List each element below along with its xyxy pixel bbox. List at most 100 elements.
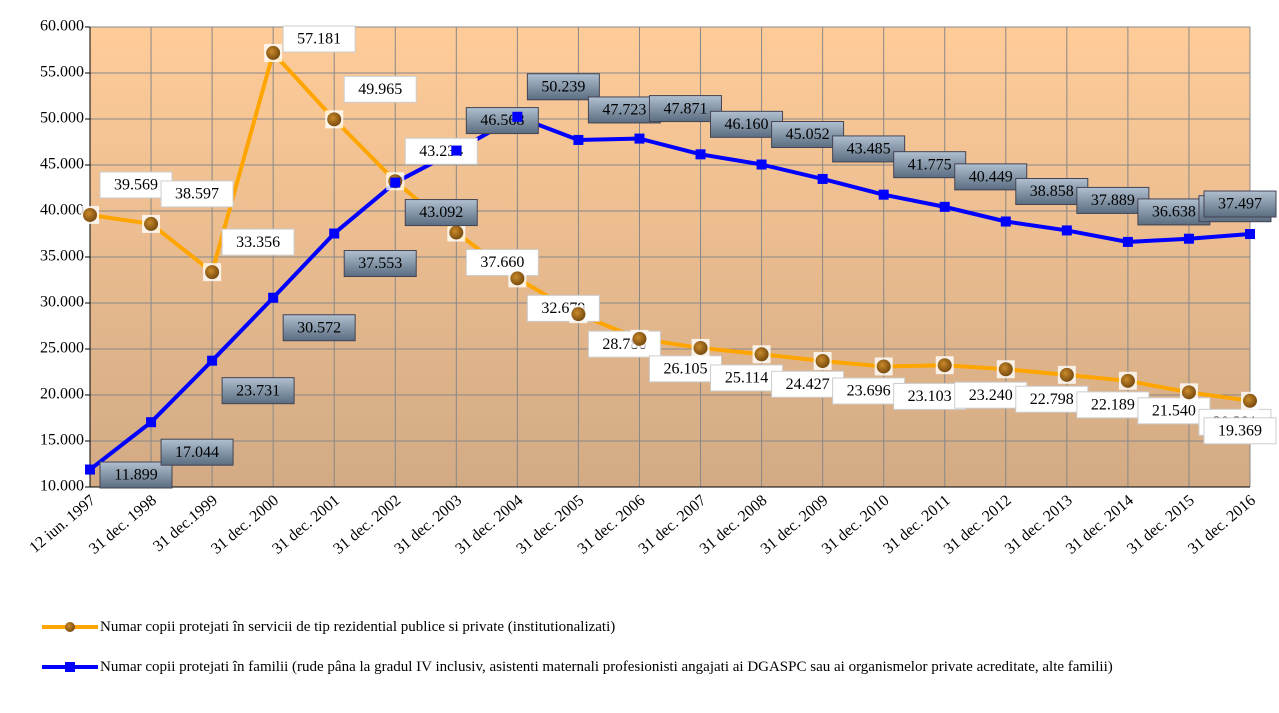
data-label: 25.114 xyxy=(725,370,768,387)
data-label: 41.775 xyxy=(908,156,952,173)
marker xyxy=(327,112,342,127)
label-box xyxy=(221,377,295,405)
data-label: 47.871 xyxy=(663,100,707,117)
marker xyxy=(451,145,462,156)
marker xyxy=(876,359,891,374)
marker xyxy=(449,225,464,240)
legend-swatch xyxy=(42,662,98,672)
label-box xyxy=(832,377,906,405)
y-tick-label: 35.000 xyxy=(40,248,84,265)
legend-label: Numar copii protejati în servicii de tip… xyxy=(100,619,616,635)
x-tick-label: 31 dec. 1998 xyxy=(86,492,160,558)
y-tick-label: 20.000 xyxy=(40,386,84,403)
label-box xyxy=(282,25,356,53)
marker xyxy=(1243,393,1257,408)
data-label: 37.497 xyxy=(1218,196,1262,213)
legend-item: Numar copii protejati în familii (rude p… xyxy=(40,658,1260,676)
label-box xyxy=(1015,385,1089,413)
label-box xyxy=(465,107,539,135)
x-tick-label: 31 dec. 2010 xyxy=(819,492,893,558)
label-box xyxy=(160,438,234,466)
label-box xyxy=(282,314,356,342)
data-label: 33.356 xyxy=(236,234,280,251)
data-label: 21.540 xyxy=(1152,403,1196,420)
y-tick-label: 10.000 xyxy=(40,478,84,495)
marker xyxy=(937,358,952,373)
data-label: 36.638 xyxy=(1152,204,1196,221)
data-label: 40.449 xyxy=(969,169,1013,186)
label-box xyxy=(587,96,661,124)
data-label: 39.569 xyxy=(114,177,158,194)
label-box xyxy=(404,137,478,165)
data-label: 38.858 xyxy=(1030,183,1074,200)
marker xyxy=(85,464,95,475)
data-label: 43.485 xyxy=(847,141,891,158)
y-tick-label: 50.000 xyxy=(40,110,84,127)
label-box xyxy=(221,228,295,256)
legend-item: Numar copii protejati în servicii de tip… xyxy=(40,618,1260,636)
legend-swatch xyxy=(42,622,98,632)
label-box xyxy=(343,250,417,278)
legend-marker xyxy=(65,662,75,672)
data-label: 22.189 xyxy=(1091,397,1135,414)
y-tick-label: 30.000 xyxy=(40,294,84,311)
marker xyxy=(512,111,523,122)
marker xyxy=(939,201,950,212)
marker xyxy=(634,133,645,144)
data-label: 17.044 xyxy=(175,444,219,461)
marker xyxy=(83,207,97,222)
legend: Numar copii protejati în servicii de tip… xyxy=(40,618,1260,698)
data-label: 24.427 xyxy=(786,376,830,393)
marker xyxy=(1059,367,1074,382)
marker xyxy=(998,362,1013,377)
label-box xyxy=(710,364,784,392)
label-box xyxy=(954,163,1028,191)
data-label: 49.965 xyxy=(358,81,402,98)
label-box xyxy=(160,180,234,208)
data-label: 37.889 xyxy=(1091,192,1135,209)
data-label: 26.105 xyxy=(663,361,707,378)
marker xyxy=(1245,229,1255,240)
y-tick-label: 55.000 xyxy=(40,64,84,81)
marker xyxy=(205,265,220,280)
marker xyxy=(1000,216,1011,227)
label-box xyxy=(1076,186,1150,214)
data-label: 50.239 xyxy=(541,78,585,95)
marker xyxy=(1061,225,1072,236)
label-box xyxy=(1203,190,1277,218)
label-box xyxy=(99,461,173,489)
y-tick-label: 15.000 xyxy=(40,432,84,449)
y-tick-label: 60.000 xyxy=(40,18,84,35)
data-label: 30.572 xyxy=(297,319,341,336)
marker xyxy=(329,228,340,239)
label-box xyxy=(404,199,478,227)
data-label: 23.240 xyxy=(969,387,1013,404)
data-label: 37.660 xyxy=(480,254,524,271)
marker xyxy=(146,417,157,428)
marker xyxy=(815,353,830,368)
y-tick-label: 40.000 xyxy=(40,202,84,219)
marker xyxy=(144,216,159,231)
marker xyxy=(571,307,586,322)
data-label: 23.731 xyxy=(236,382,280,399)
series-line xyxy=(89,48,1251,403)
data-label: 38.597 xyxy=(175,186,219,203)
marker xyxy=(510,271,525,286)
label-box xyxy=(343,75,417,103)
marker xyxy=(693,340,708,355)
data-label: 22.798 xyxy=(1030,391,1074,408)
x-tick-label: 31 dec. 2016 xyxy=(1185,492,1259,558)
legend-label: Numar copii protejati în familii (rude p… xyxy=(100,659,1113,675)
marker xyxy=(1122,236,1133,247)
label-box xyxy=(1015,178,1089,206)
marker xyxy=(754,347,769,362)
marker xyxy=(207,355,218,366)
label-box xyxy=(1203,417,1277,445)
marker xyxy=(878,189,889,200)
data-label: 45.052 xyxy=(786,126,830,143)
label-box xyxy=(648,95,722,123)
y-tick-label: 25.000 xyxy=(40,340,84,357)
data-label: 57.181 xyxy=(297,31,341,48)
label-box xyxy=(648,355,722,383)
